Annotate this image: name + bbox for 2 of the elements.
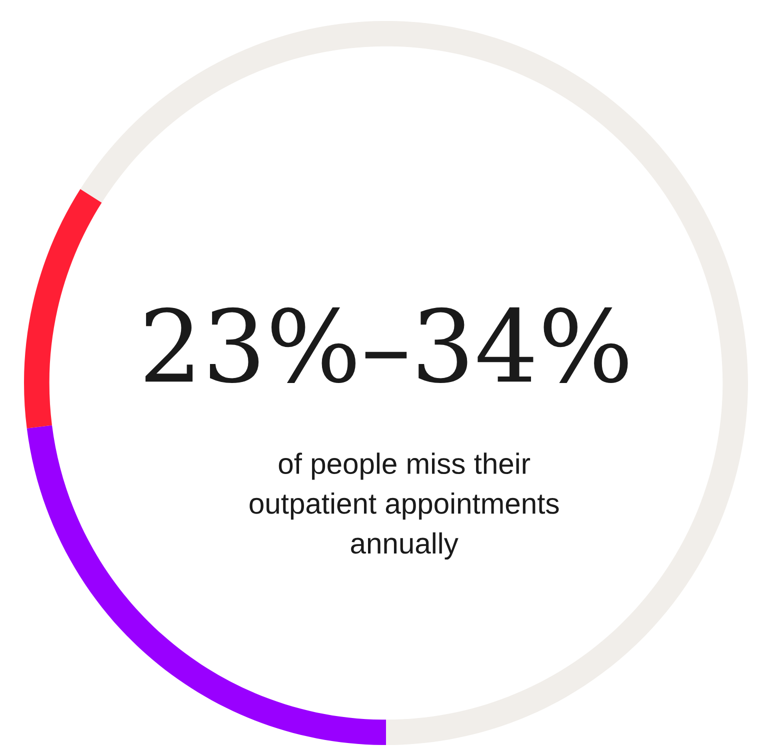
text: 23%–34% [146, 307, 628, 384]
text: of people miss their outpatient appointments annually [250, 452, 559, 560]
